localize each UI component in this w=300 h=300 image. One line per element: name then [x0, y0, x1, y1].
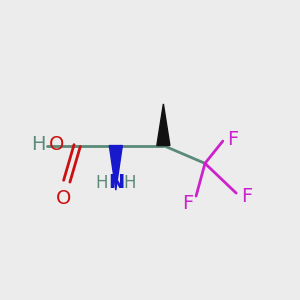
Polygon shape	[109, 146, 122, 190]
Text: H: H	[124, 174, 136, 192]
Text: N: N	[108, 173, 124, 192]
Text: F: F	[182, 194, 193, 213]
Text: H: H	[32, 135, 46, 154]
Text: O: O	[56, 189, 71, 208]
Polygon shape	[157, 104, 170, 146]
Text: H: H	[95, 174, 108, 192]
Text: F: F	[241, 187, 252, 206]
Text: F: F	[227, 130, 239, 149]
Text: O: O	[49, 135, 64, 154]
